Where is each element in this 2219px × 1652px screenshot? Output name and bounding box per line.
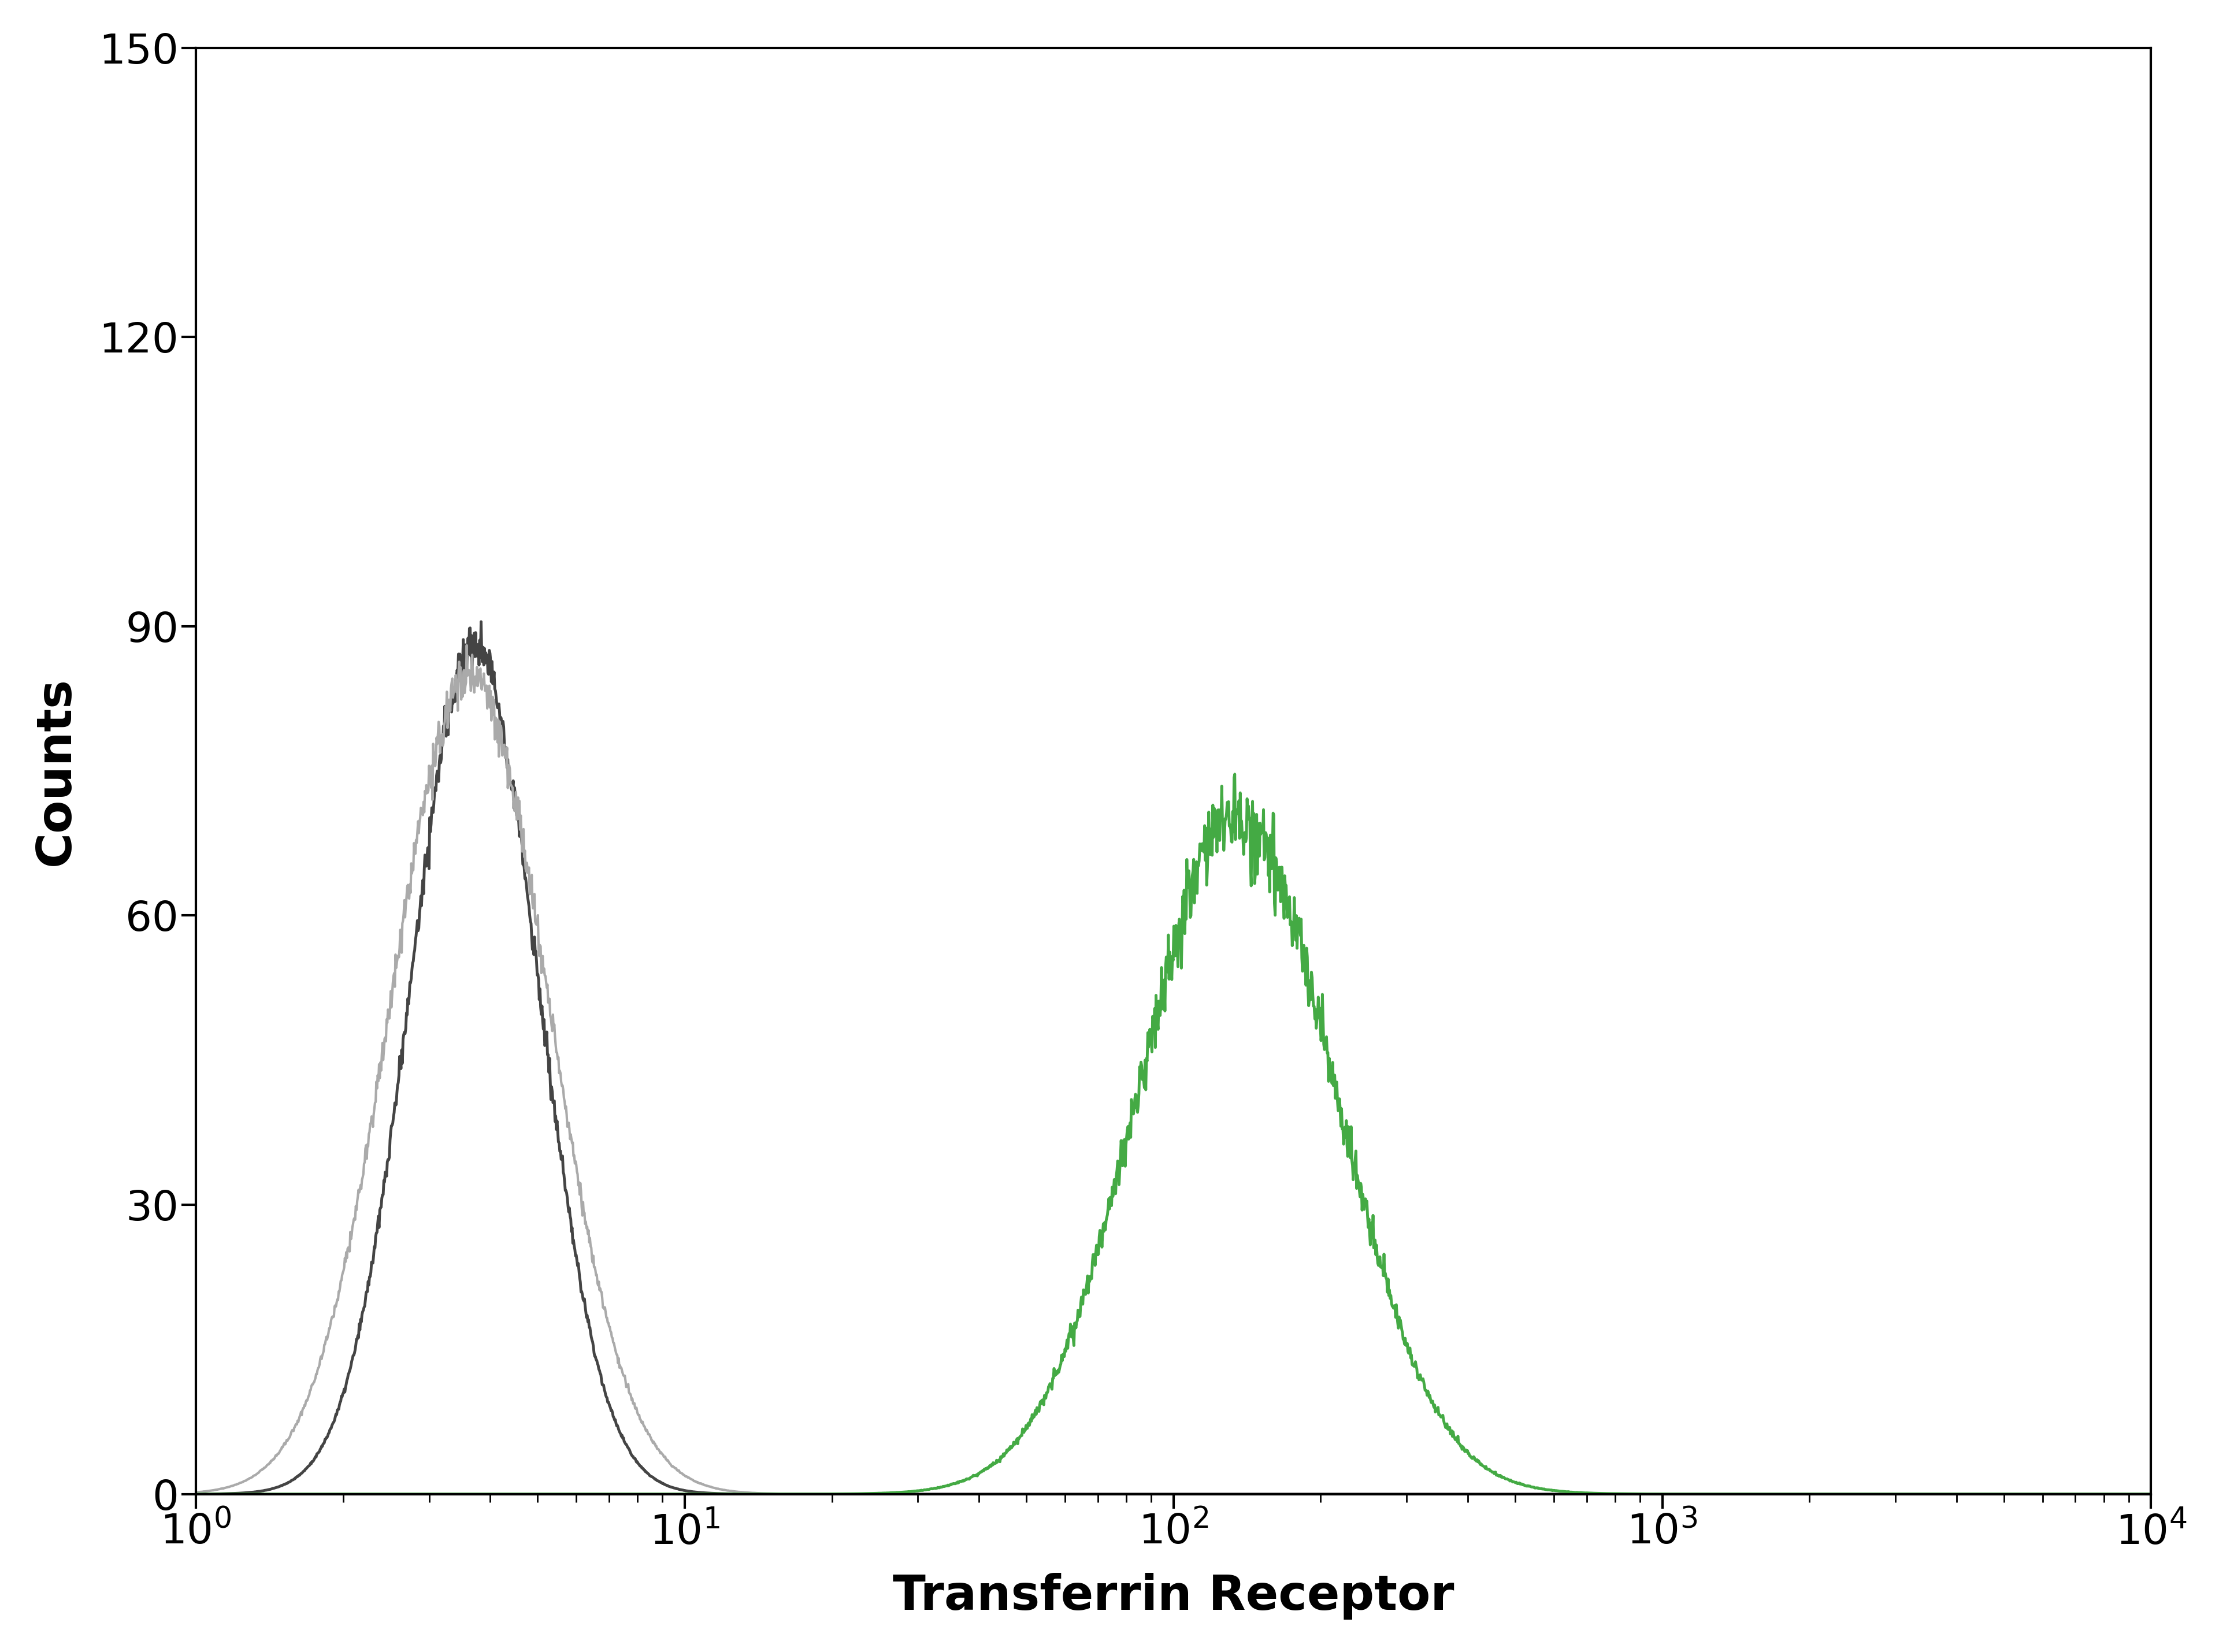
Y-axis label: Counts: Counts — [31, 676, 80, 866]
X-axis label: Transferrin Receptor: Transferrin Receptor — [892, 1573, 1453, 1621]
